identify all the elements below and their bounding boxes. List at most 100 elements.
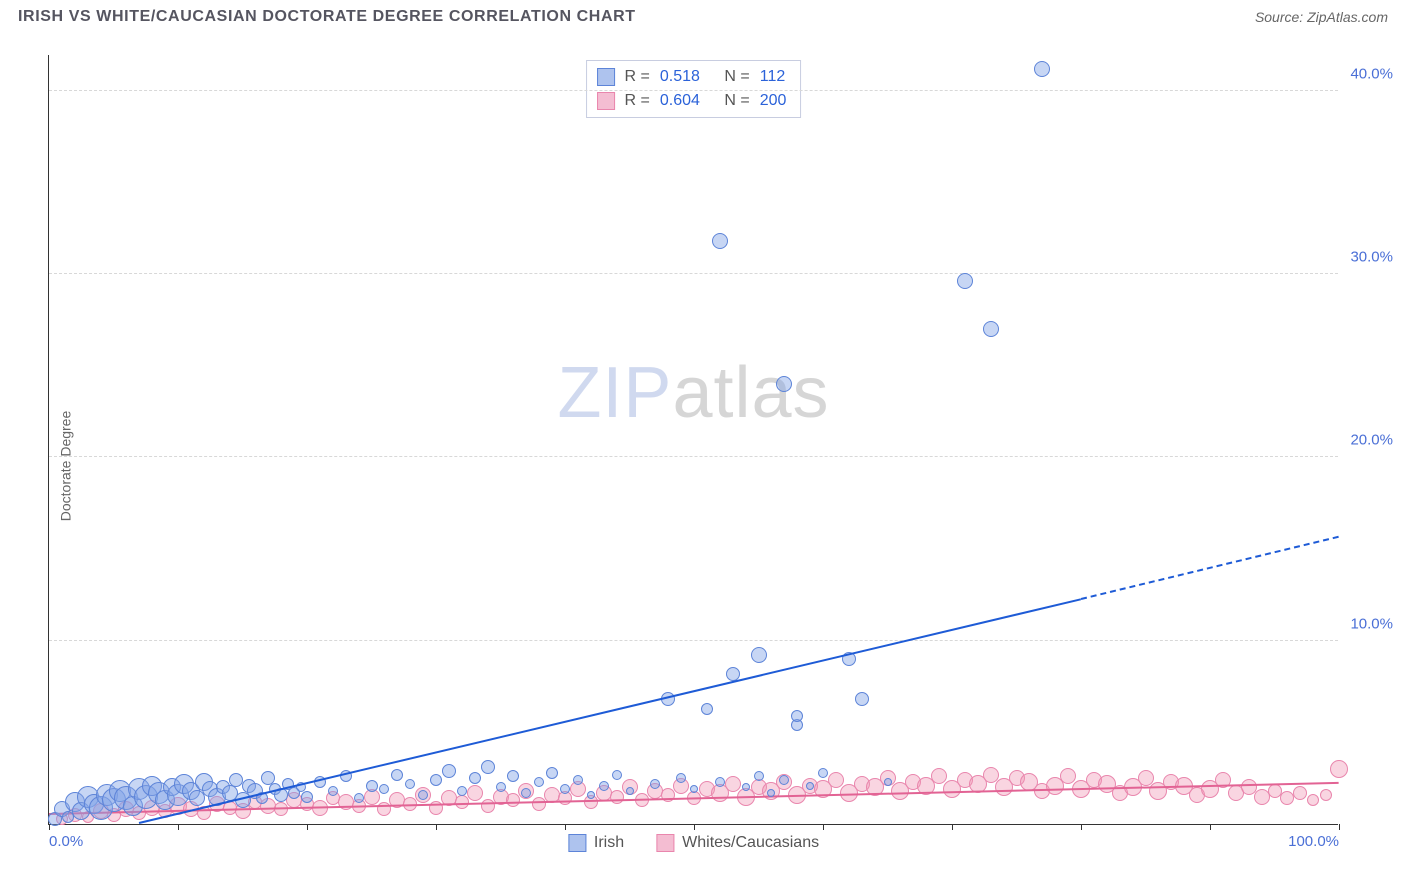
data-point (587, 791, 595, 799)
data-point (943, 780, 961, 798)
data-point (442, 764, 456, 778)
data-point (726, 667, 740, 681)
swatch-whites (597, 92, 615, 110)
chart-container: Doctorate Degree ZIPatlas R = 0.518 N = … (0, 40, 1406, 892)
data-point (189, 790, 205, 806)
data-point (931, 768, 947, 784)
data-point (202, 781, 218, 797)
data-point (725, 776, 741, 792)
data-point (134, 785, 158, 809)
data-point (995, 778, 1013, 796)
data-point (647, 783, 663, 799)
data-point (754, 771, 764, 781)
data-point (776, 774, 792, 790)
data-point (418, 790, 428, 800)
data-point (128, 778, 150, 800)
data-point (366, 780, 378, 792)
trend-line (139, 598, 1081, 824)
source-attribution: Source: ZipAtlas.com (1255, 9, 1388, 25)
data-point (573, 775, 583, 785)
data-point (891, 782, 909, 800)
legend-row-irish: R = 0.518 N = 112 (597, 65, 787, 89)
data-point (1330, 760, 1348, 778)
data-point (983, 767, 999, 783)
data-point (596, 785, 612, 801)
data-point (676, 773, 686, 783)
data-point (391, 769, 403, 781)
data-point (507, 770, 519, 782)
data-point (1046, 777, 1064, 795)
data-point (1241, 779, 1257, 795)
legend-whites-label: Whites/Caucasians (682, 834, 819, 852)
watermark: ZIPatlas (557, 352, 829, 434)
data-point (174, 774, 194, 794)
data-point (701, 703, 713, 715)
data-point (216, 780, 230, 794)
data-point (560, 784, 570, 794)
watermark-part2: atlas (672, 353, 829, 433)
data-point (957, 273, 973, 289)
data-point (1320, 789, 1332, 801)
data-point (1189, 787, 1205, 803)
data-point (107, 808, 121, 822)
data-point (142, 776, 162, 796)
data-point (364, 789, 380, 805)
data-point (415, 787, 431, 803)
data-point (1293, 786, 1307, 800)
legend-irish-n: 112 (760, 65, 786, 89)
plot-area: ZIPatlas R = 0.518 N = 112 R = 0.604 N =… (48, 55, 1338, 825)
legend-n-label: N = (724, 89, 749, 113)
x-tick (1210, 824, 1211, 830)
data-point (1268, 784, 1282, 798)
data-point (521, 788, 531, 798)
data-point (779, 775, 789, 785)
data-point (957, 772, 973, 788)
x-tick (1081, 824, 1082, 830)
source-link[interactable]: ZipAtlas.com (1307, 9, 1388, 25)
data-point (673, 778, 689, 794)
data-point (326, 791, 340, 805)
legend-item-whites: Whites/Caucasians (656, 834, 819, 852)
trend-line-extrapolated (1081, 536, 1339, 600)
data-point (132, 806, 146, 820)
legend-item-irish: Irish (568, 834, 624, 852)
data-point (1149, 782, 1167, 800)
data-point (1138, 770, 1154, 786)
data-point (54, 801, 70, 817)
data-point (699, 781, 715, 797)
data-point (546, 767, 558, 779)
data-point (880, 770, 896, 786)
x-tick (952, 824, 953, 830)
data-point (742, 783, 750, 791)
y-tick-label: 10.0% (1350, 615, 1393, 632)
data-point (89, 796, 113, 820)
data-point (405, 779, 415, 789)
data-point (144, 800, 160, 816)
data-point (558, 791, 572, 805)
legend-whites-n: 200 (760, 89, 787, 113)
data-point (68, 808, 82, 822)
x-tick-label: 100.0% (1288, 833, 1339, 850)
data-point (155, 790, 175, 810)
x-tick (436, 824, 437, 830)
data-point (65, 792, 85, 812)
data-point (828, 772, 844, 788)
data-point (496, 782, 506, 792)
data-point (1060, 768, 1076, 784)
data-point (1098, 775, 1116, 793)
data-point (650, 779, 660, 789)
data-point (379, 784, 389, 794)
legend-whites-r: 0.604 (660, 89, 700, 113)
x-tick (307, 824, 308, 830)
data-point (96, 784, 118, 806)
y-tick-label: 40.0% (1350, 65, 1393, 82)
data-point (751, 779, 767, 795)
data-point (715, 777, 725, 787)
x-tick (694, 824, 695, 830)
data-point (1009, 770, 1025, 786)
data-point (612, 770, 622, 780)
swatch-irish (597, 68, 615, 86)
data-point (430, 774, 442, 786)
data-point (148, 782, 170, 804)
data-point (690, 785, 698, 793)
